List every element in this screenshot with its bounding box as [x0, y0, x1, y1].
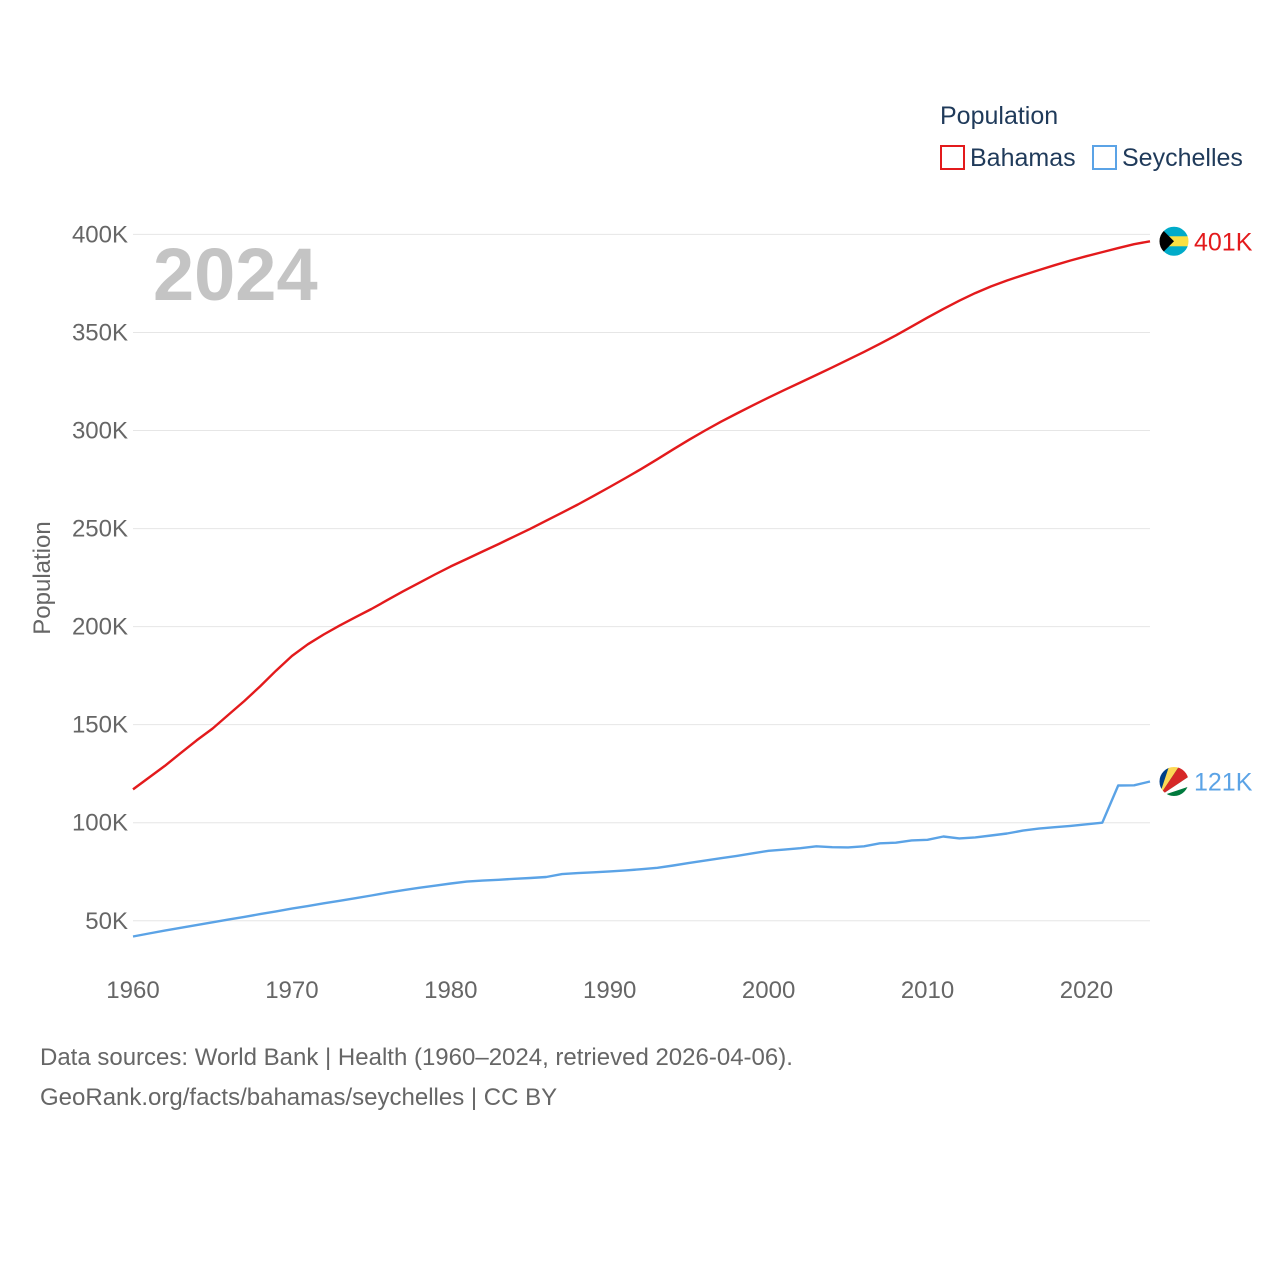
- legend-title: Population: [940, 102, 1058, 130]
- year-label: 2024: [153, 233, 318, 316]
- x-tick-label: 1980: [424, 977, 477, 1004]
- series-lines: [132, 240, 1151, 938]
- seychelles-flag-icon: [1158, 766, 1190, 798]
- x-tick-label: 2020: [1060, 977, 1113, 1004]
- grid-lines: [133, 233, 1150, 922]
- bahamas-flag-icon: [1158, 225, 1190, 257]
- x-tick-label: 2000: [742, 977, 795, 1004]
- y-tick-label: 250K: [72, 516, 128, 543]
- legend-item-seychelles[interactable]: Seychelles: [1092, 144, 1243, 172]
- legend: Population Bahamas Seychelles: [940, 102, 1243, 172]
- legend-swatch-seychelles: [1092, 145, 1117, 170]
- x-tick-label: 1990: [583, 977, 636, 1004]
- legend-item-bahamas[interactable]: Bahamas: [940, 144, 1076, 172]
- y-tick-label: 200K: [72, 614, 128, 641]
- y-tick-label: 50K: [85, 908, 128, 935]
- y-axis-label: Population: [29, 521, 56, 634]
- legend-swatch-bahamas: [940, 145, 965, 170]
- y-tick-label: 100K: [72, 810, 128, 837]
- y-tick-label: 300K: [72, 418, 128, 445]
- y-tick-label: 150K: [72, 712, 128, 739]
- series-end-markers: 401K 121K: [1158, 225, 1253, 798]
- x-tick-label: 2010: [901, 977, 954, 1004]
- x-axis-ticks: 1960 1970 1980 1990 2000 2010 2020: [106, 977, 1113, 1004]
- y-tick-label: 400K: [72, 221, 128, 248]
- end-label-seychelles: 121K: [1194, 769, 1253, 797]
- series-line-bahamas: [132, 240, 1151, 791]
- source-link[interactable]: GeoRank.org/facts/bahamas/seychelles | C…: [40, 1084, 558, 1111]
- x-tick-label: 1960: [106, 977, 159, 1004]
- legend-label-bahamas: Bahamas: [970, 144, 1076, 172]
- x-tick-label: 1970: [265, 977, 318, 1004]
- source-line-1: Data sources: World Bank | Health (1960–…: [40, 1044, 793, 1071]
- y-tick-label: 350K: [72, 319, 128, 346]
- end-label-bahamas: 401K: [1194, 228, 1253, 256]
- y-axis-ticks: 50K 100K 150K 200K 250K 300K 350K 400K: [72, 221, 128, 934]
- legend-label-seychelles: Seychelles: [1122, 144, 1243, 172]
- series-line-seychelles: [132, 780, 1151, 938]
- chart: 50K 100K 150K 200K 250K 300K 350K 400K 1960 1970…: [29, 102, 1253, 1004]
